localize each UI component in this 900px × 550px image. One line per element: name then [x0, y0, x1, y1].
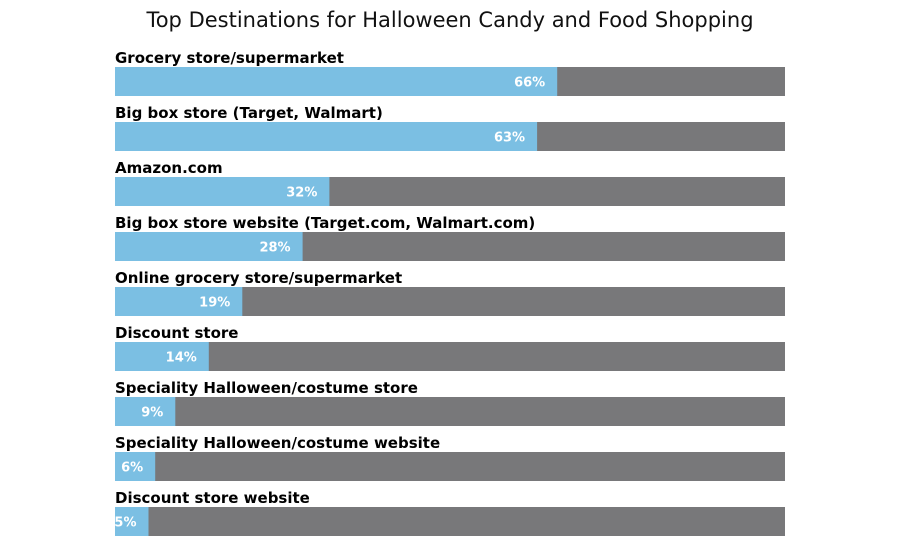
category-label: Speciality Halloween/costume website [115, 434, 440, 452]
data-label: 66% [514, 76, 545, 91]
category-label: Discount store website [115, 489, 310, 507]
bar [115, 232, 303, 261]
data-label: 32% [286, 186, 317, 201]
category-label: Big box store (Target, Walmart) [115, 104, 383, 122]
category-label: Amazon.com [115, 159, 223, 177]
data-label: 9% [141, 406, 163, 421]
bar-track [115, 452, 785, 481]
bar [115, 287, 243, 316]
category-label: Grocery store/supermarket [115, 49, 344, 67]
bar [115, 397, 176, 426]
bar-track [115, 507, 785, 536]
bar-track [115, 342, 785, 371]
bar [115, 67, 558, 96]
bar-track [115, 397, 785, 426]
category-label: Online grocery store/supermarket [115, 269, 402, 287]
bar [115, 122, 538, 151]
category-label: Discount store [115, 324, 238, 342]
data-label: 19% [199, 296, 230, 311]
bar [115, 507, 149, 536]
data-label: 6% [121, 461, 143, 476]
data-label: 28% [259, 241, 290, 256]
chart-title: Top Destinations for Halloween Candy and… [145, 8, 753, 32]
bar [115, 177, 330, 206]
data-label: 63% [494, 131, 525, 146]
data-label: 14% [166, 351, 197, 366]
data-label: 5% [114, 516, 136, 531]
category-label: Speciality Halloween/costume store [115, 379, 418, 397]
bar [115, 342, 209, 371]
bar [115, 452, 156, 481]
category-label: Big box store website (Target.com, Walma… [115, 214, 535, 232]
bars-group: Grocery store/supermarket 66% Big box stor… [114, 49, 785, 536]
